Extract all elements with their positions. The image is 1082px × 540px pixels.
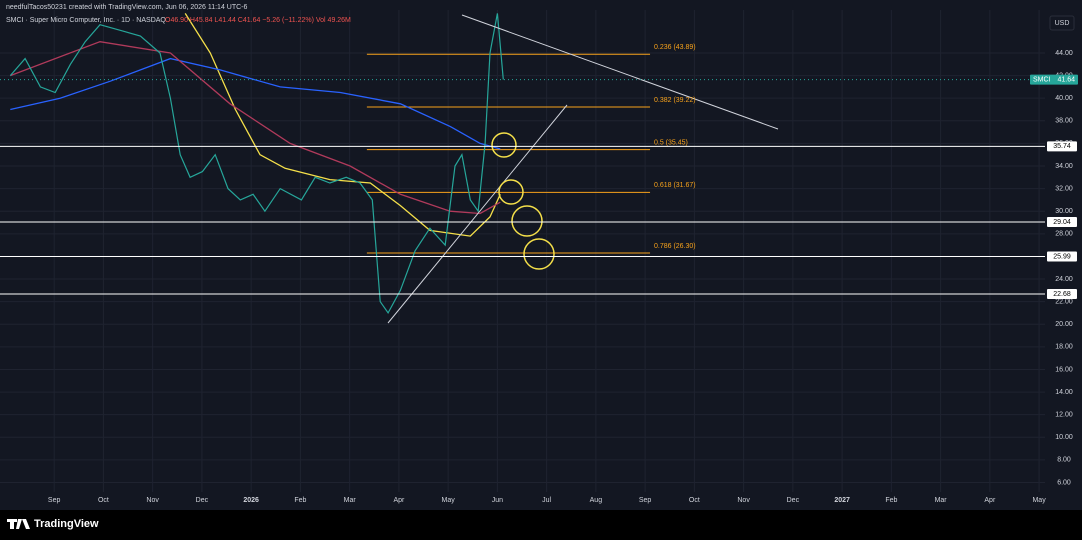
level-label-box (1047, 141, 1077, 152)
x-tick-label: Nov (146, 497, 159, 504)
y-tick-label: 28.00 (1055, 231, 1073, 238)
brand: TradingView (34, 518, 99, 530)
x-tick-label: Dec (787, 497, 800, 504)
x-tick-label: Feb (294, 497, 306, 504)
y-tick-label: 22.00 (1055, 298, 1073, 305)
y-tick-label: 30.00 (1055, 208, 1073, 215)
ohlc: O46.90 H45.84 L41.44 C41.64 −5.26 (−11.2… (165, 17, 351, 24)
currency[interactable]: USD (1055, 20, 1070, 27)
x-tick-label: Feb (885, 497, 897, 504)
drawings (387, 14, 779, 324)
x-tick-label: Sep (48, 497, 61, 504)
level-label: 22.68 (1053, 291, 1071, 298)
y-tick-label: 12.00 (1055, 412, 1073, 419)
currency-box[interactable] (1049, 15, 1075, 31)
y-tick-label: 10.00 (1055, 434, 1073, 441)
last-price-box (1030, 74, 1078, 85)
y-tick-label: 8.00 (1057, 457, 1071, 464)
x-tick-label: Nov (737, 497, 750, 504)
y-tick-label: 20.00 (1055, 321, 1073, 328)
footer-bar (0, 510, 1082, 540)
y-tick-label: 34.00 (1055, 163, 1073, 170)
y-tick-label: 6.00 (1057, 479, 1071, 486)
level-label-box (1047, 217, 1077, 228)
background (0, 0, 1082, 510)
circle (498, 179, 524, 205)
x-tick-label: Dec (196, 497, 209, 504)
y-tick-label: 38.00 (1055, 118, 1073, 125)
x-tick-label: 2027 (834, 497, 850, 504)
fib-label: 0.5 (35.45) (654, 139, 688, 146)
level-label: 29.04 (1053, 219, 1071, 226)
y-tick-label: 14.00 (1055, 389, 1073, 396)
x-tick-label: Sep (639, 497, 652, 504)
x-tick-label: Apr (984, 497, 996, 504)
y-tick-label: 44.00 (1055, 50, 1073, 57)
level-label: 25.99 (1053, 253, 1071, 260)
symbol-label: SMCI (1033, 76, 1051, 83)
x-tick-label: Oct (689, 497, 700, 504)
circle (523, 238, 555, 270)
x-tick-label: Oct (98, 497, 109, 504)
x-tick-label: Aug (590, 497, 603, 504)
x-tick-label: May (442, 497, 456, 504)
x-tick-label: Jul (542, 497, 551, 504)
y-tick-label: 16.00 (1055, 366, 1073, 373)
x-tick-label: May (1032, 497, 1046, 504)
fib-label: 0.786 (26.30) (654, 243, 696, 250)
y-tick-label: 24.00 (1055, 276, 1073, 283)
circle (511, 205, 543, 237)
y-tick-label: 32.00 (1055, 185, 1073, 192)
fib-label: 0.236 (43.89) (654, 44, 696, 51)
moving-average (10, 41, 501, 215)
x-tick-label: Jun (492, 497, 503, 504)
trend-line (387, 104, 568, 324)
plot (9, 13, 651, 315)
x-tick-label: 2026 (243, 497, 259, 504)
level-label-box (1047, 288, 1077, 299)
y-tick-label: 18.00 (1055, 344, 1073, 351)
last-price-label: 41.64 (1057, 76, 1075, 83)
level-label-box (1047, 251, 1077, 262)
x-tick-label: Mar (344, 497, 357, 504)
header: needfulTacos50231 created with TradingVi… (6, 4, 247, 11)
brand-logo (7, 519, 30, 529)
price-line (9, 13, 504, 315)
x-tick-label: Mar (935, 497, 948, 504)
circle (491, 132, 517, 158)
chart-title: SMCI · Super Micro Computer, Inc. · 1D ·… (6, 17, 166, 24)
fib-label: 0.382 (39.22) (654, 97, 696, 104)
level-label: 35.74 (1053, 143, 1071, 150)
moving-average (10, 57, 501, 150)
moving-average (184, 13, 501, 237)
y-tick-label: 40.00 (1055, 95, 1073, 102)
fib-label: 0.618 (31.67) (654, 182, 696, 189)
x-tick-label: Apr (393, 497, 405, 504)
trend-line (461, 14, 779, 130)
